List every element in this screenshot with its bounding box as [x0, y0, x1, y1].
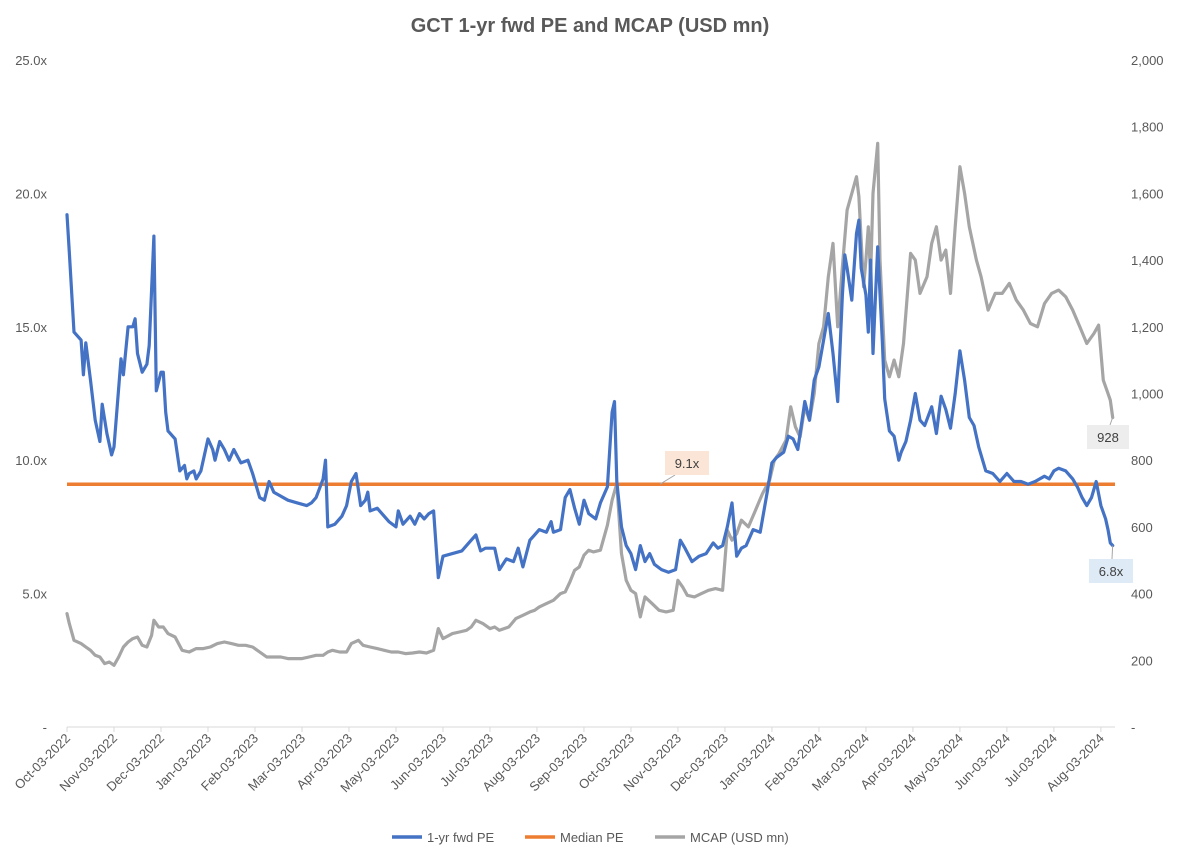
legend-label: 1-yr fwd PE [427, 830, 495, 845]
callout-box [1089, 559, 1133, 583]
chart-title: GCT 1-yr fwd PE and MCAP (USD mn) [411, 15, 770, 37]
left-tick-label: - [43, 720, 47, 735]
legend-label: MCAP (USD mn) [690, 830, 789, 845]
right-tick-label: 600 [1131, 520, 1153, 535]
left-tick-label: 15.0x [15, 320, 47, 335]
series-layer [65, 141, 1115, 667]
right-tick-label: 1,200 [1131, 320, 1164, 335]
right-tick-label: 1,000 [1131, 387, 1164, 402]
callout-box [1087, 425, 1129, 449]
left-y-axis-ticks: - 5.0x 10.0x 15.0x 20.0x 25.0x [15, 53, 47, 735]
left-tick-label: 25.0x [15, 53, 47, 68]
callout-label: 6.8x [1099, 564, 1124, 579]
x-axis-ticks: Oct-03-2022Nov-03-2022Dec-03-2022Jan-03-… [11, 727, 1107, 795]
left-tick-label: 5.0x [22, 587, 47, 602]
callout-leader [659, 474, 676, 485]
callout-leader [1109, 417, 1114, 426]
right-tick-label: - [1131, 720, 1135, 735]
right-tick-label: 200 [1131, 653, 1153, 668]
right-tick-label: 800 [1131, 453, 1153, 468]
series-pe-line [65, 213, 1115, 580]
callout-label: 928 [1097, 430, 1119, 445]
right-tick-label: 2,000 [1131, 53, 1164, 68]
right-tick-label: 1,600 [1131, 186, 1164, 201]
left-tick-label: 20.0x [15, 186, 47, 201]
right-y-axis-ticks: - 400 800 1,200 1,600 2,000 600 1,000 1,400 1,800… [1131, 53, 1164, 735]
legend: 1-yr fwd PE Median PE MCAP (USD mn) [392, 830, 789, 845]
callout-leader [1111, 545, 1114, 560]
left-tick-label: 10.0x [15, 453, 47, 468]
legend-label: Median PE [560, 830, 624, 845]
right-tick-label: 1,400 [1131, 253, 1164, 268]
callout-box [665, 451, 709, 475]
callouts: 9.1x 928 6.8x [659, 417, 1133, 583]
right-tick-label: 1,800 [1131, 120, 1164, 135]
series-mcap-line [65, 141, 1115, 667]
callout-label: 9.1x [675, 456, 700, 471]
right-tick-label: 400 [1131, 587, 1153, 602]
